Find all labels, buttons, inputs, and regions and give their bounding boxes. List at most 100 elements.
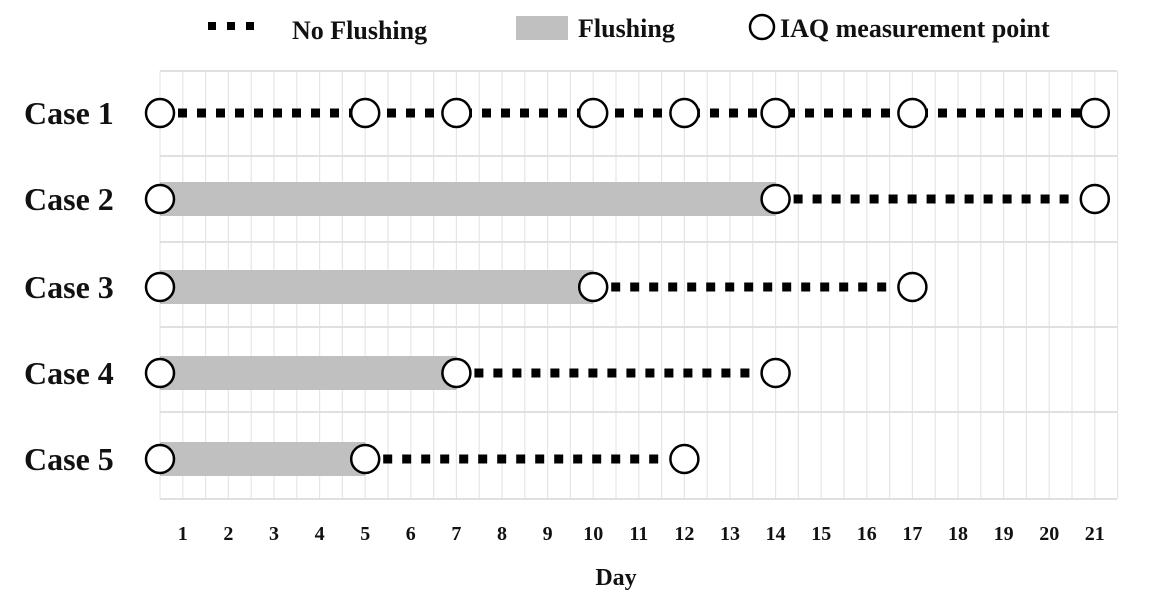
no-flushing-dot xyxy=(611,454,621,464)
no-flushing-dot xyxy=(748,108,757,118)
no-flushing-dot xyxy=(273,108,282,118)
no-flushing-dot xyxy=(793,194,803,204)
x-tick-label: 2 xyxy=(223,523,233,545)
no-flushing-dot xyxy=(706,282,716,292)
no-flushing-dot xyxy=(573,454,583,464)
no-flushing-dot xyxy=(869,194,879,204)
no-flushing-dot xyxy=(664,368,674,378)
legend-dot xyxy=(227,22,235,30)
no-flushing-dot xyxy=(558,108,567,118)
x-axis-label: Day xyxy=(595,565,636,591)
no-flushing-dot xyxy=(645,368,655,378)
case-row: Case 5 xyxy=(24,441,700,477)
measurement-point xyxy=(144,443,176,475)
no-flushing-dot xyxy=(843,108,852,118)
x-tick-label: 7 xyxy=(451,523,461,545)
no-flushing-dot xyxy=(721,368,731,378)
case-label: Case 1 xyxy=(24,95,114,131)
no-flushing-dot xyxy=(710,108,719,118)
no-flushing-dot xyxy=(907,194,917,204)
no-flushing-dot xyxy=(478,454,488,464)
no-flushing-dot xyxy=(805,108,814,118)
x-tick-label: 18 xyxy=(948,523,968,545)
measurement-point xyxy=(144,271,176,303)
no-flushing-dot xyxy=(862,108,871,118)
no-flushing-dot xyxy=(440,454,450,464)
no-flushing-dot xyxy=(812,194,822,204)
no-flushing-dot xyxy=(459,454,469,464)
no-flushing-dot xyxy=(554,454,564,464)
no-flushing-dot xyxy=(1033,108,1042,118)
no-flushing-dot xyxy=(687,282,697,292)
x-tick-label: 16 xyxy=(857,523,877,545)
legend-no-flushing-swatch xyxy=(208,22,254,30)
no-flushing-dot xyxy=(634,108,643,118)
flushing-bar xyxy=(160,356,457,390)
no-flushing-dot xyxy=(1014,108,1023,118)
measurement-point xyxy=(349,443,381,475)
no-flushing-dot xyxy=(216,108,225,118)
no-flushing-dot xyxy=(983,194,993,204)
case-label: Case 2 xyxy=(24,181,114,217)
no-flushing-dot xyxy=(178,108,187,118)
measurement-point xyxy=(1079,183,1111,215)
no-flushing-dot xyxy=(630,282,640,292)
no-flushing-dot xyxy=(668,282,678,292)
no-flushing-dot xyxy=(653,108,662,118)
measurement-point xyxy=(760,183,791,215)
no-flushing-dot xyxy=(858,282,868,292)
no-flushing-dot xyxy=(402,454,412,464)
case-label: Case 5 xyxy=(24,441,114,477)
no-flushing-dot xyxy=(945,194,955,204)
no-flushing-dot xyxy=(197,108,206,118)
no-flushing-dot xyxy=(512,368,522,378)
measurement-point xyxy=(669,443,700,475)
measurement-point xyxy=(760,97,791,129)
no-flushing-dot xyxy=(725,282,735,292)
legend-dot xyxy=(246,22,254,30)
x-tick-label: 4 xyxy=(315,523,325,545)
no-flushing-dot xyxy=(820,282,830,292)
no-flushing-dot xyxy=(592,454,602,464)
no-flushing-dot xyxy=(387,108,396,118)
legend-flushing-swatch xyxy=(516,16,568,40)
x-tick-label: 21 xyxy=(1085,523,1105,545)
no-flushing-dot xyxy=(550,368,560,378)
no-flushing-dot xyxy=(763,282,773,292)
no-flushing-dot xyxy=(497,454,507,464)
no-flushing-dot xyxy=(520,108,529,118)
no-flushing-dot xyxy=(1059,194,1069,204)
x-tick-label: 3 xyxy=(269,523,279,545)
flushing-bar xyxy=(160,442,366,476)
no-flushing-dot xyxy=(569,368,579,378)
measurement-point xyxy=(441,97,472,129)
no-flushing-dot xyxy=(1021,194,1031,204)
no-flushing-dot xyxy=(615,108,624,118)
measurement-point xyxy=(349,97,381,129)
case-label: Case 4 xyxy=(24,355,114,391)
measurement-point xyxy=(760,357,791,389)
x-tick-label: 10 xyxy=(583,523,603,545)
no-flushing-dot xyxy=(493,368,503,378)
x-tick-label: 6 xyxy=(406,523,416,545)
x-axis-ticks: 1 2 3 4 5 6 7 8 9 10 11 12 13 14 15 16 17 18 19 20 21 xyxy=(178,523,1105,545)
case-row: Case 3 xyxy=(24,269,928,305)
no-flushing-dot xyxy=(607,368,617,378)
no-flushing-dot xyxy=(421,454,431,464)
no-flushing-dot xyxy=(649,454,659,464)
no-flushing-dot xyxy=(531,368,541,378)
no-flushing-dot xyxy=(964,194,974,204)
no-flushing-dot xyxy=(938,108,947,118)
x-tick-label: 9 xyxy=(543,523,553,545)
no-flushing-dot xyxy=(995,108,1004,118)
no-flushing-dot xyxy=(782,282,792,292)
no-flushing-dot xyxy=(611,282,621,292)
no-flushing-dot xyxy=(831,194,841,204)
case-rows: Case 1 Case 2 Case 3 Case 4 Case 5 xyxy=(24,95,1111,477)
x-tick-label: 14 xyxy=(766,523,786,545)
no-flushing-dot xyxy=(881,108,890,118)
legend-dot xyxy=(208,22,216,30)
measurement-point xyxy=(441,357,472,389)
no-flushing-dot xyxy=(626,368,636,378)
